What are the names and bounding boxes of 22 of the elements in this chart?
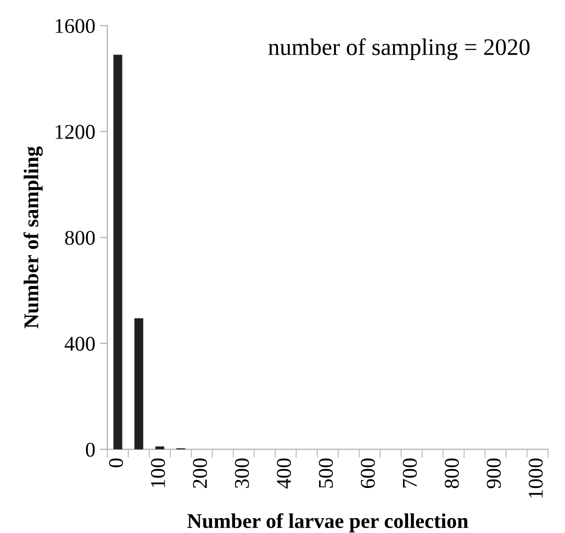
x-tick-label: 0 — [109, 458, 124, 468]
x-tick-label: 800 — [444, 458, 459, 488]
x-tick-label: 500 — [318, 458, 333, 488]
x-tick-label: 900 — [486, 458, 501, 488]
bar — [155, 446, 164, 450]
x-tick-label: 100 — [150, 458, 166, 488]
x-axis-title: Number of larvae per collection — [187, 513, 468, 532]
y-tick-label: 1600 — [56, 18, 95, 34]
bar — [113, 54, 122, 450]
x-tick-label: 200 — [192, 458, 207, 488]
x-tick-label: 300 — [234, 458, 249, 488]
x-tick-label: 400 — [276, 458, 291, 488]
y-tick-label: 400 — [64, 336, 95, 351]
x-tick-label: 1000 — [528, 458, 543, 498]
bar — [134, 318, 144, 450]
annotation: number of sampling = 2020 — [268, 38, 530, 60]
y-tick-label: 0 — [86, 442, 95, 457]
x-tick-label: 700 — [402, 458, 417, 488]
x-tick-label: 600 — [360, 458, 375, 488]
y-tick-label: 1200 — [56, 124, 95, 139]
y-tick-label: 800 — [65, 230, 95, 245]
y-axis-title: Number of sampling — [24, 146, 43, 328]
